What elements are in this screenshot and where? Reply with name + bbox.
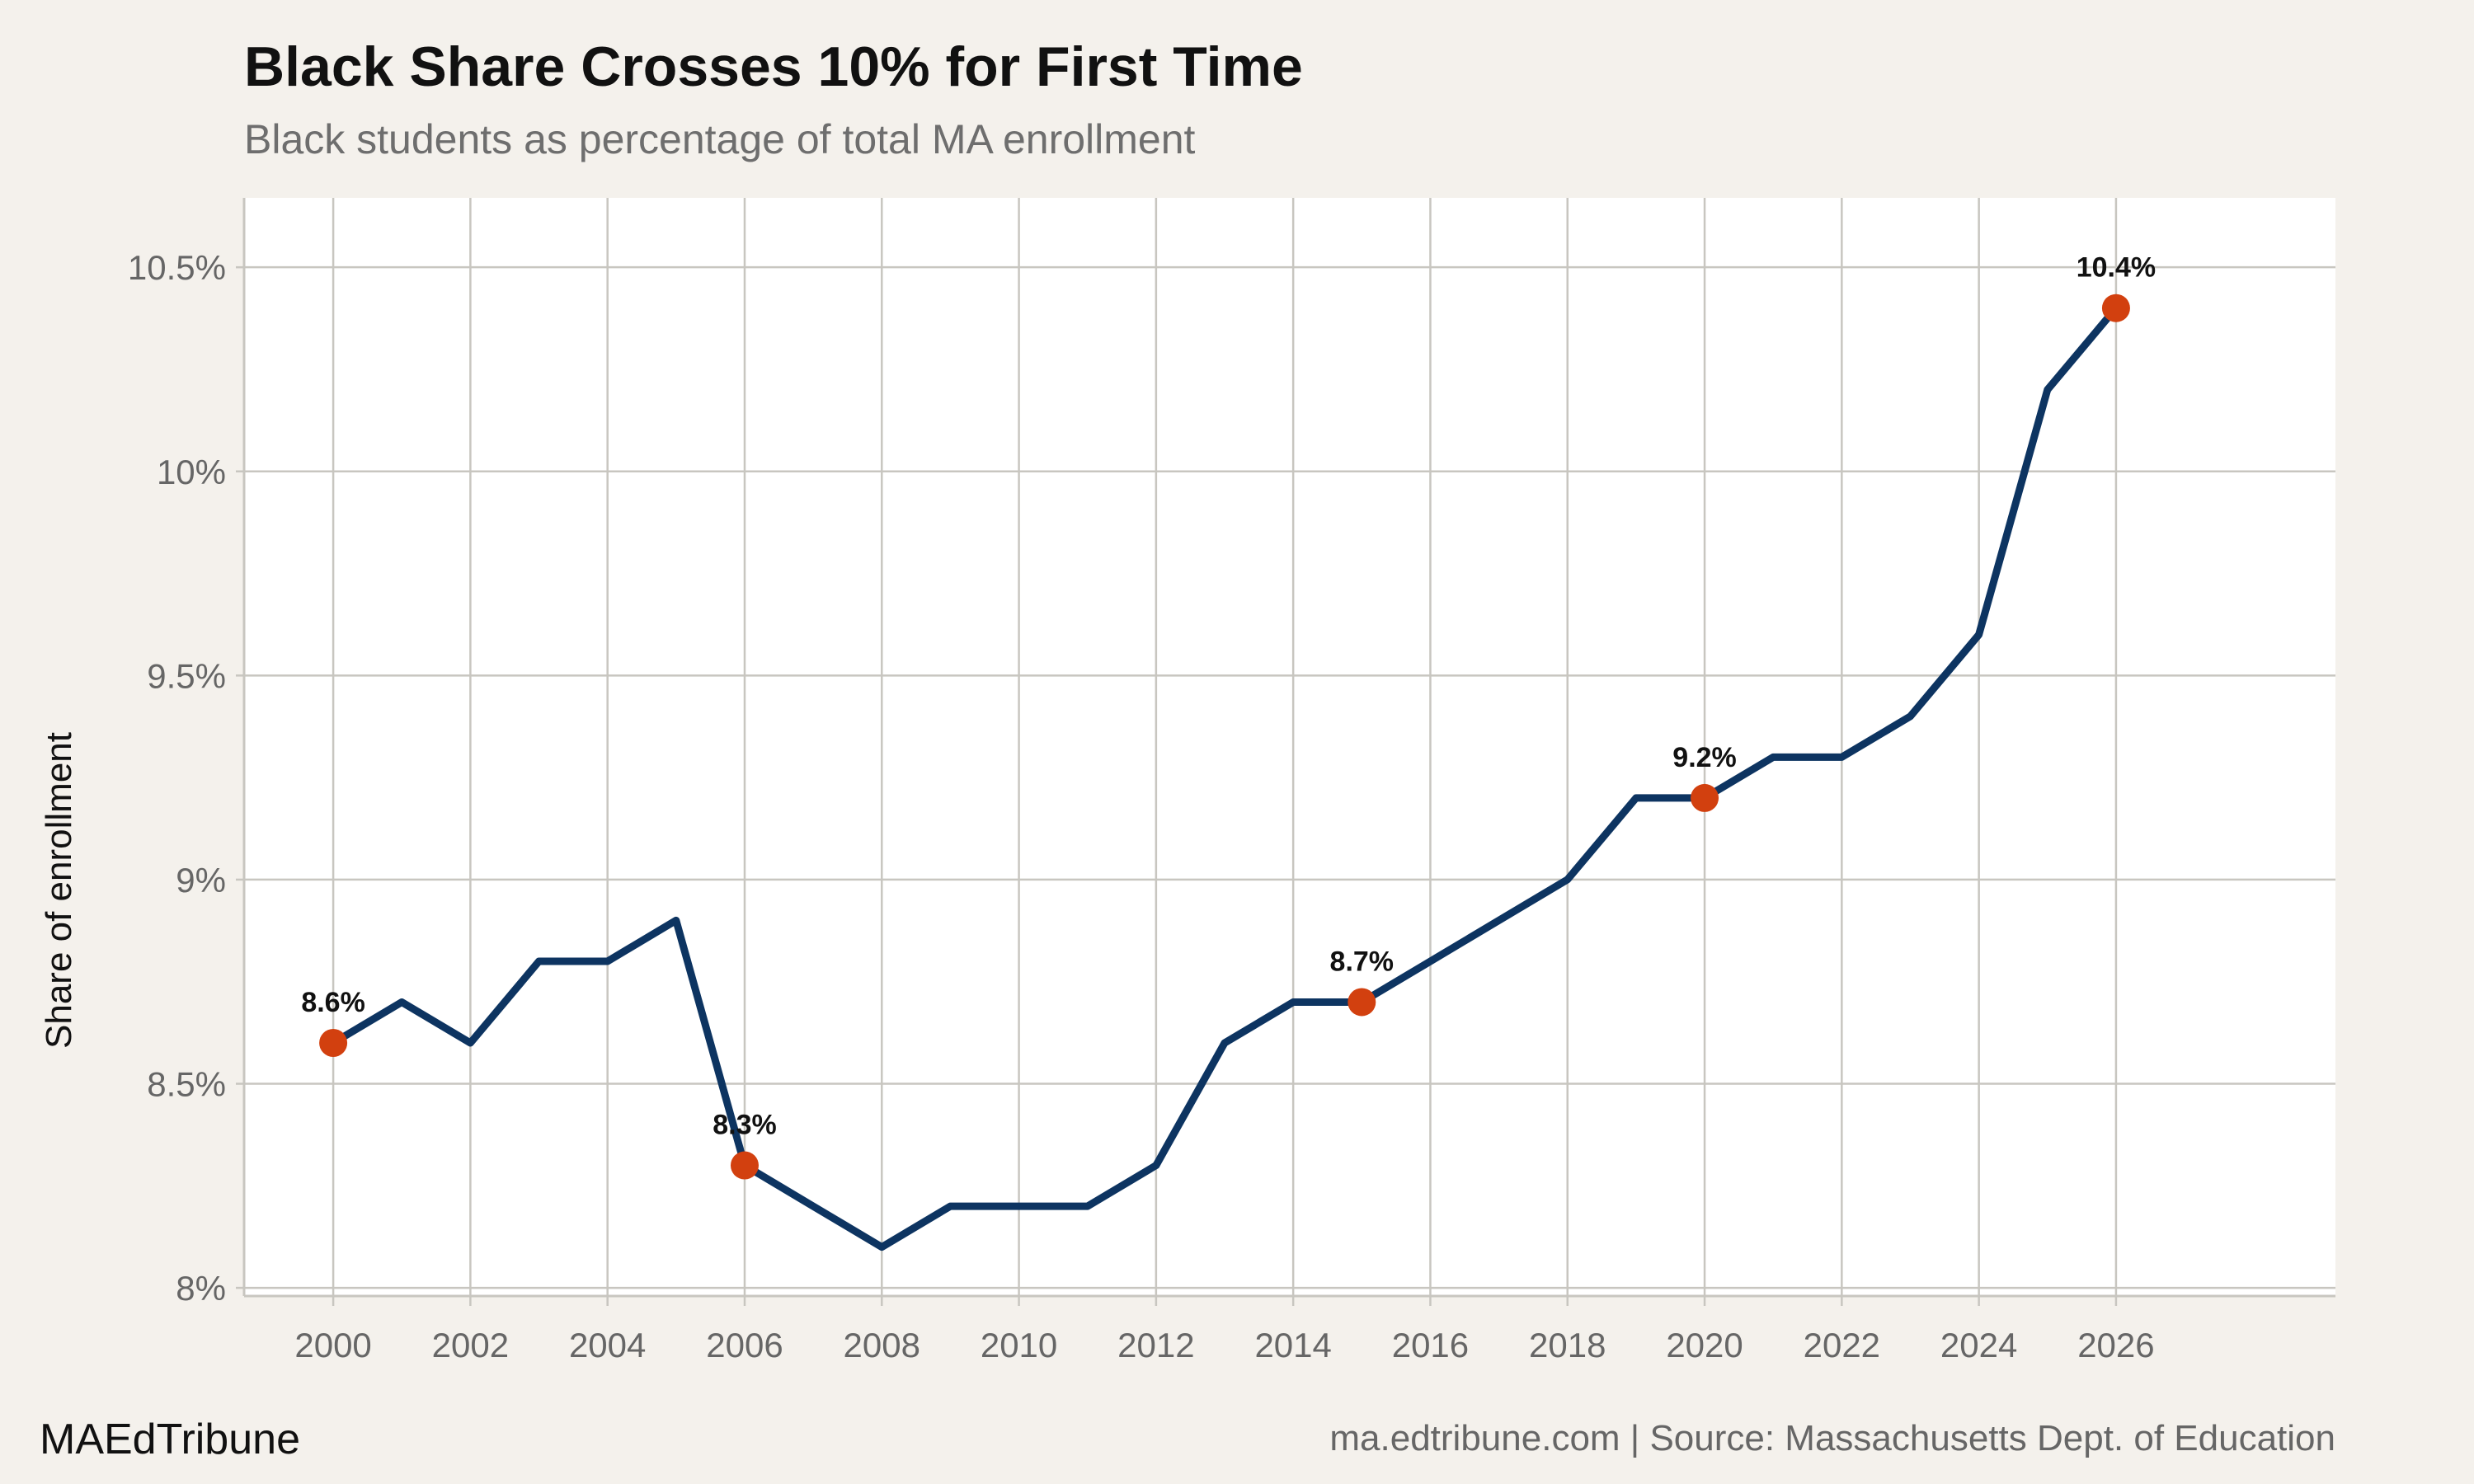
data-label: 8.6%	[301, 987, 365, 1018]
brand-logo: MAEdTribune	[40, 1416, 300, 1463]
chart-subtitle: Black students as percentage of total MA…	[244, 116, 1196, 162]
x-tick-label: 2016	[1392, 1326, 1469, 1364]
highlight-point	[319, 1028, 348, 1057]
y-tick-label: 9%	[176, 861, 226, 899]
highlight-point	[1348, 988, 1376, 1017]
x-tick-label: 2014	[1254, 1326, 1331, 1364]
x-tick-label: 2018	[1529, 1326, 1606, 1364]
y-tick-label: 8.5%	[147, 1065, 226, 1104]
x-tick-label: 2012	[1117, 1326, 1194, 1364]
highlight-point	[2101, 294, 2130, 322]
series-line	[329, 304, 2120, 1252]
x-tick-label: 2008	[844, 1326, 920, 1364]
chart-title: Black Share Crosses 10% for First Time	[244, 35, 1303, 98]
x-tick-label: 2026	[2077, 1326, 2154, 1364]
highlight-point	[730, 1151, 759, 1180]
x-tick-label: 2010	[981, 1326, 1057, 1364]
x-tick-label: 2022	[1804, 1326, 1880, 1364]
y-tick-label: 10%	[157, 453, 226, 491]
x-tick-label: 2020	[1666, 1326, 1743, 1364]
plot-panel	[244, 198, 2335, 1296]
x-tick-label: 2006	[706, 1326, 783, 1364]
data-label: 8.7%	[1330, 946, 1395, 977]
y-axis-title: Share of enrollment	[39, 732, 79, 1049]
x-tick-label: 2002	[432, 1326, 509, 1364]
x-tick-label: 2024	[1940, 1326, 2017, 1364]
data-label: 10.4%	[2077, 252, 2156, 284]
x-tick-label: 2004	[569, 1326, 646, 1364]
source-credit: ma.edtribune.com | Source: Massachusetts…	[1329, 1418, 2335, 1458]
y-tick-label: 8%	[176, 1269, 226, 1308]
y-tick-label: 9.5%	[147, 656, 226, 695]
data-label: 8.3%	[713, 1110, 777, 1141]
highlight-point	[1691, 783, 1719, 812]
y-tick-label: 10.5%	[128, 248, 226, 287]
data-label: 9.2%	[1672, 742, 1737, 773]
x-tick-label: 2000	[294, 1326, 371, 1364]
